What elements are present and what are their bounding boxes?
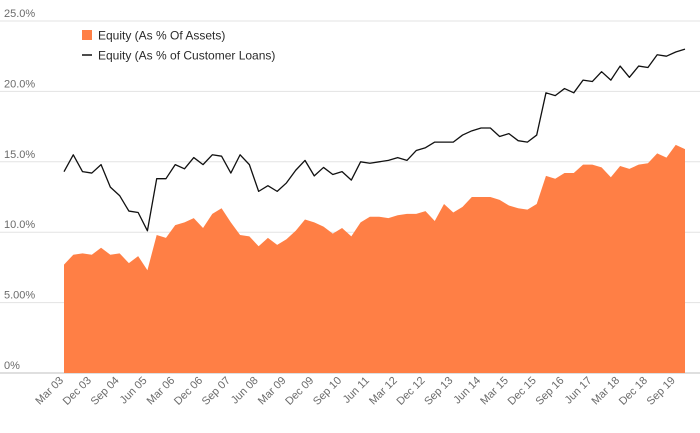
legend-swatch-equity-assets [82, 30, 92, 40]
x-tick-label: Jun 11 [341, 375, 372, 406]
y-tick-label: 20.0% [4, 78, 35, 90]
x-tick-label: Dec 15 [506, 375, 539, 408]
x-tick-label: Mar 09 [256, 375, 289, 408]
x-tick-label: Jun 14 [451, 375, 483, 407]
x-tick-label: Mar 12 [367, 375, 400, 408]
plot-area [64, 49, 685, 373]
x-tick-label: Sep 04 [89, 375, 122, 408]
x-tick-label: Sep 16 [533, 375, 566, 408]
x-tick-label: Jun 05 [118, 375, 150, 407]
x-tick-label: Mar 18 [590, 375, 623, 408]
x-tick-label: Mar 06 [145, 375, 178, 408]
x-tick-label: Jun 08 [229, 375, 261, 407]
x-tick-label: Sep 10 [311, 375, 344, 408]
x-tick-label: Mar 15 [478, 375, 511, 408]
x-tick-label: Sep 19 [645, 375, 678, 408]
x-tick-label: Sep 07 [200, 375, 233, 408]
y-tick-label: 25.0% [4, 8, 35, 20]
y-tick-label: 5.00% [4, 290, 35, 302]
legend-label-equity-assets: Equity (As % Of Assets) [98, 29, 225, 43]
x-tick-label: Dec 18 [617, 375, 650, 408]
x-tick-label: Mar 03 [33, 375, 66, 408]
x-tick-label: Dec 06 [172, 375, 205, 408]
y-tick-label: 0% [4, 360, 20, 372]
chart: 0% 5.00% 10.0% 15.0% 20.0% 25.0% Mar 03Dec 03… [0, 0, 700, 433]
x-tick-label: Sep 13 [422, 375, 455, 408]
legend: Equity (As % Of Assets) Equity (As % of … [82, 29, 275, 63]
x-tick-label: Dec 09 [283, 375, 316, 408]
y-axis: 0% 5.00% 10.0% 15.0% 20.0% 25.0% [4, 8, 35, 372]
x-tick-label: Jun 17 [563, 375, 595, 407]
y-tick-label: 10.0% [4, 219, 35, 231]
legend-label-equity-loans: Equity (As % of Customer Loans) [98, 49, 275, 63]
x-tick-label: Dec 03 [61, 375, 94, 408]
x-tick-label: Dec 12 [394, 375, 427, 408]
y-tick-label: 15.0% [4, 149, 35, 161]
